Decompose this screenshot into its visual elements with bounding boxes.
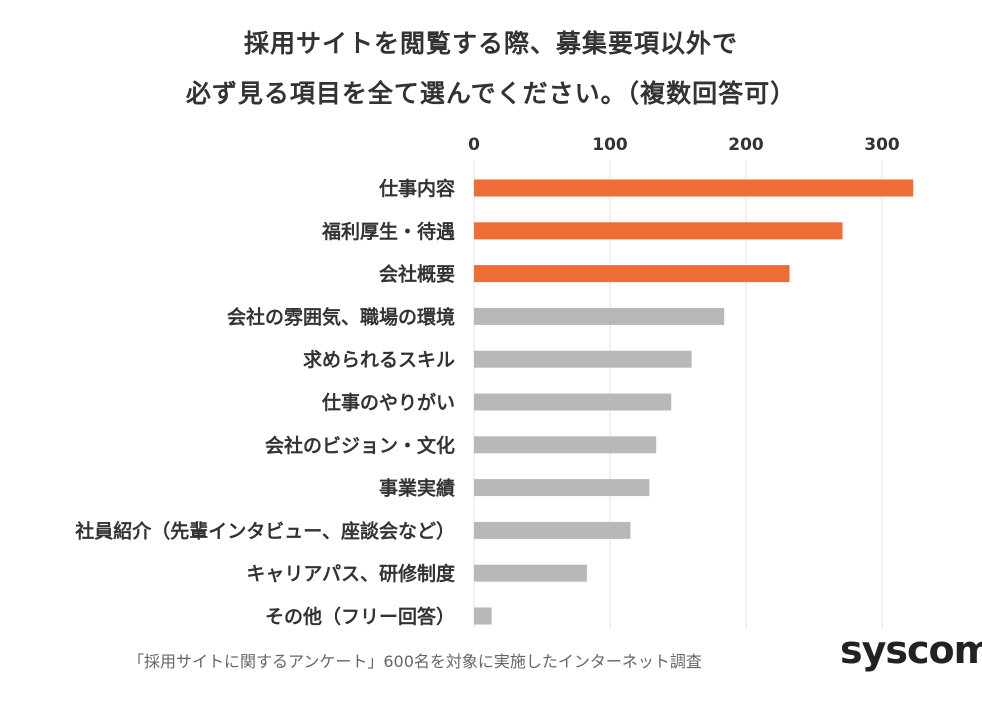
category-label: 事業実績 xyxy=(379,477,455,500)
category-labels: 仕事内容福利厚生・待遇会社概要会社の雰囲気、職場の環境求められるスキル仕事のやり… xyxy=(74,177,456,628)
bar-chart: 0 100 200 300 仕事内容福利厚生・待遇会社概要会社の雰囲気、職場の環境求め… xyxy=(74,135,914,628)
bar xyxy=(474,265,790,283)
chart-title-line-2: 必ず見る項目を全て選んでください。（複数回答可） xyxy=(185,79,797,108)
x-tick-label: 0 xyxy=(468,135,480,155)
category-label: 会社のビジョン・文化 xyxy=(265,434,455,457)
category-label: 求められるスキル xyxy=(303,348,455,371)
syscom-logo: syscom xyxy=(840,628,982,672)
survey-footnote: 「採用サイトに関するアンケート」600名を対象に実施したインターネット調査 xyxy=(128,652,702,671)
category-label: 社員紹介（先輩インタビュー、座談会など） xyxy=(74,519,455,542)
bar xyxy=(474,564,587,582)
bar xyxy=(474,179,914,197)
bar xyxy=(474,607,492,625)
bar xyxy=(474,521,631,539)
category-label: 福利厚生・待遇 xyxy=(321,220,455,243)
category-label: 仕事内容 xyxy=(378,177,455,200)
bar xyxy=(474,479,650,497)
chart-title-line-1: 採用サイトを閲覧する際、募集要項以外で xyxy=(243,29,738,58)
bar xyxy=(474,307,725,325)
bar xyxy=(474,222,843,240)
bars xyxy=(474,179,914,625)
category-label: キャリアパス、研修制度 xyxy=(246,562,456,585)
bar xyxy=(474,436,657,454)
bar xyxy=(474,350,692,368)
category-label: 仕事のやりがい xyxy=(321,391,455,414)
category-label: 会社の雰囲気、職場の環境 xyxy=(227,305,455,328)
category-label: 会社概要 xyxy=(379,263,455,286)
category-label: その他（フリー回答） xyxy=(265,605,455,628)
x-tick-label: 100 xyxy=(592,135,628,155)
x-axis-ticks: 0 100 200 300 xyxy=(468,135,900,155)
x-tick-label: 300 xyxy=(864,135,900,155)
x-tick-label: 200 xyxy=(728,135,764,155)
bar xyxy=(474,393,672,411)
